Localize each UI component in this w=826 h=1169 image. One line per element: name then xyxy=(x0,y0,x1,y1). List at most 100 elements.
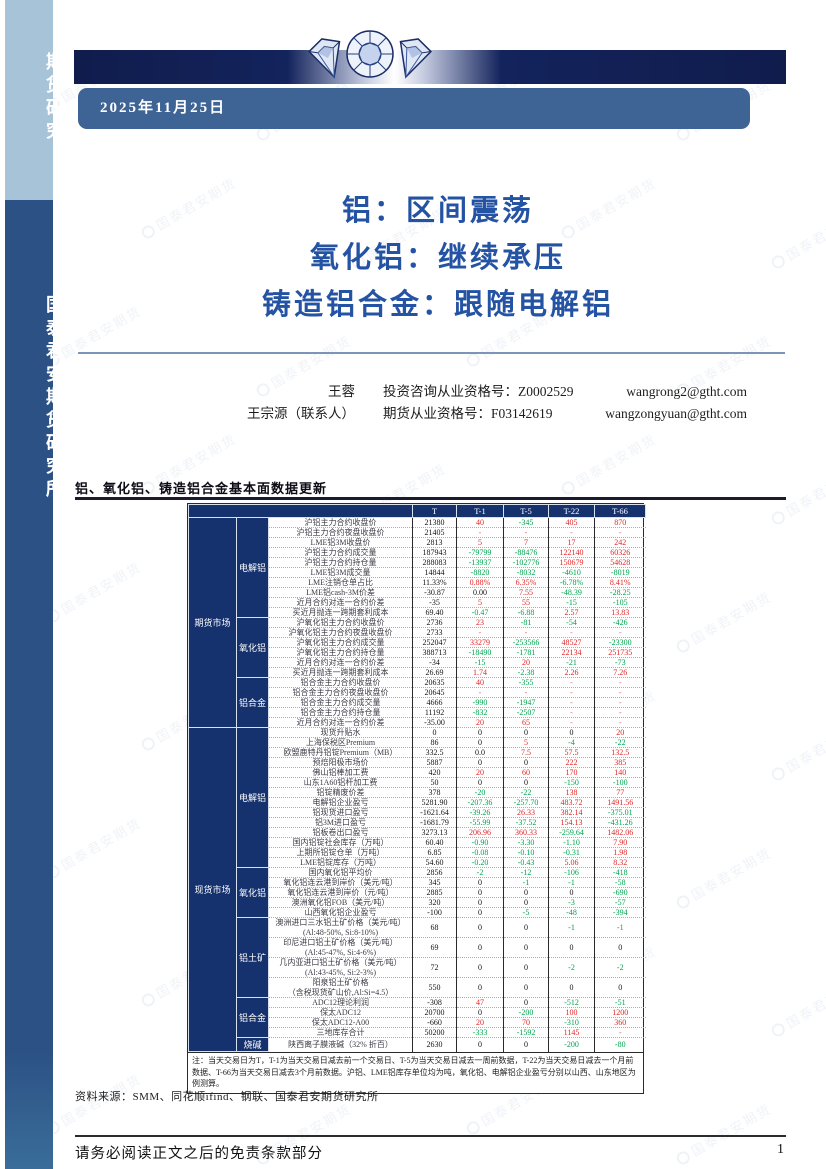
value-cell: 0 xyxy=(503,917,550,938)
table-note: 注：当天交易日为T，T-1为当天交易日减去前一个交易日、T-5为当天交易日减去一… xyxy=(188,1052,643,1093)
value-cell: -0.47 xyxy=(456,607,505,618)
report-titles: 铝：区间震荡 氧化铝：继续承压 铸造铝合金：跟随电解铝 xyxy=(55,188,821,329)
value-cell: -0.10 xyxy=(503,847,550,858)
indicator-label: 沪氧化铝主力合约夜盘收盘价 xyxy=(268,627,414,638)
value-cell: 20 xyxy=(594,727,646,738)
value-cell: -2 xyxy=(548,957,596,978)
value-cell: -0.90 xyxy=(456,837,505,848)
watermark-logo-icon xyxy=(674,636,693,655)
title-divider xyxy=(78,352,785,354)
category-label: 氧化铝 xyxy=(236,867,269,918)
value-cell: -51 xyxy=(594,997,646,1008)
value-cell: -1592 xyxy=(503,1027,550,1038)
watermark-logo-icon xyxy=(769,1020,788,1039)
value-cell: 242 xyxy=(594,537,646,548)
value-cell: 54.60 xyxy=(412,857,458,868)
value-cell: -1621.64 xyxy=(412,807,458,818)
value-cell: 20635 xyxy=(412,677,458,688)
value-cell: 0 xyxy=(456,887,505,898)
table-row: LME铝3M收盘价 2813 5 7 17 242 xyxy=(189,537,646,548)
column-header: T-66 xyxy=(594,504,647,518)
value-cell: -12 xyxy=(503,867,550,878)
indicator-label: 买近月抛连一跨期套利成本 xyxy=(268,667,414,678)
value-cell: -48 xyxy=(548,907,596,918)
value-cell: 0 xyxy=(503,777,550,788)
watermark-text: 国泰君安期货 xyxy=(42,813,144,883)
indicator-label: 印尼进口铝土矿价格（美元/吨） (Al:45-47%, Si:4-6%) xyxy=(268,937,414,958)
value-cell: 0 xyxy=(456,727,505,738)
table-row: 保太ADC12-A00 -660 20 70 -310 360 xyxy=(189,1017,646,1028)
watermark-text: 国泰君安期货 xyxy=(42,557,144,627)
value-cell: 40 xyxy=(456,677,505,688)
value-cell: 7.26 xyxy=(594,667,646,678)
watermark-text: 国泰君安期货 xyxy=(672,587,774,657)
value-cell: 69 xyxy=(412,937,458,958)
table-row: 氧化铝 沪氧化铝主力合约收盘价 2736 23 -81 -54 -426 xyxy=(189,617,646,678)
indicator-label: 铝现货进口盈亏 xyxy=(268,807,414,818)
value-cell: -1781 xyxy=(503,647,550,658)
value-cell: 0 xyxy=(456,1007,505,1018)
author-email: wangzongyuan@gtht.com xyxy=(605,406,747,421)
value-cell: -6.88 xyxy=(503,607,550,618)
value-cell: 7 xyxy=(503,537,550,548)
value-cell: -355 xyxy=(503,677,550,688)
value-cell: -39.26 xyxy=(456,807,505,818)
value-cell: 0 xyxy=(503,937,550,958)
indicator-label: 沪铝主力合约夜盘收盘价 xyxy=(268,527,414,538)
diamond-gems-icon xyxy=(308,30,432,79)
sidebar-label-research: 期货研究 xyxy=(44,52,64,144)
value-cell: 47 xyxy=(456,997,505,1008)
value-cell: -1.10 xyxy=(548,837,596,848)
value-cell: -431.26 xyxy=(594,817,646,828)
value-cell: -13937 xyxy=(456,557,505,568)
value-cell: 8.41% xyxy=(594,577,646,588)
table-row: 铝土矿 澳洲进口三水铝土矿价格（美元/吨） (Al:48-50%, Si:8-10%… xyxy=(189,917,646,998)
report-date: 2025年11月25日 xyxy=(100,100,227,116)
value-cell: 138 xyxy=(548,787,596,798)
value-cell: 345 xyxy=(412,877,458,888)
value-cell: -48.39 xyxy=(548,587,596,598)
watermark-text: 国泰君安期货 xyxy=(557,429,659,499)
table-row: 近月合约对连一合约价差 -35 5 55 -15 -105 xyxy=(189,597,646,608)
table-row: 上期所铝锭仓单（万吨） 6.85 -0.08 -0.10 -0.31 1.98 xyxy=(189,847,646,858)
value-cell: -28.25 xyxy=(594,587,646,598)
value-cell: 54628 xyxy=(594,557,646,568)
value-cell: 132.5 xyxy=(594,747,646,758)
value-cell: -8019 xyxy=(594,567,646,578)
watermark-logo-icon xyxy=(674,1148,693,1167)
value-cell: 870 xyxy=(594,517,646,528)
indicator-label: 沪铝主力合约收盘价 xyxy=(268,517,414,528)
caption-rule xyxy=(75,497,786,500)
table-row: 铝板卷出口盈亏 3273.13 206.96 360.33 -259.64 1482.06 xyxy=(189,827,646,838)
value-cell: 77 xyxy=(594,787,646,798)
indicator-label: 澳洲氧化铝FOB（美元/吨） xyxy=(268,897,414,908)
value-cell: 22134 xyxy=(548,647,596,658)
indicator-label: 近月合约对连一合约价差 xyxy=(268,657,414,668)
value-cell: 0 xyxy=(503,727,550,738)
value-cell: -81 xyxy=(503,617,550,628)
value-cell: 0 xyxy=(594,937,646,958)
value-cell: - xyxy=(548,717,596,728)
indicator-label: 氧化铝连云港到岸价（美元/吨） xyxy=(268,877,414,888)
watermark-text: 国泰君安期货 xyxy=(672,1099,774,1169)
value-cell: 550 xyxy=(412,977,458,998)
value-cell: -18490 xyxy=(456,647,505,658)
indicator-label: 国内氧化铝平均价 xyxy=(268,867,414,878)
value-cell: - xyxy=(594,627,646,638)
indicator-label: 电解铝企业盈亏 xyxy=(268,797,414,808)
data-source-line: 资料来源：SMM、同花顺ifind、钢联、国泰君安期货研究所 xyxy=(75,1091,379,1103)
value-cell: 0 xyxy=(503,957,550,978)
value-cell: 20 xyxy=(456,1017,505,1028)
indicator-label: 铝合金主力合约持仓量 xyxy=(268,707,414,718)
value-cell: 33279 xyxy=(456,637,505,648)
table-row: 山东1A60铝杆加工费 50 0 0 -150 -100 xyxy=(189,777,646,788)
indicator-label: 阳泉铝土矿价格 （含税现货矿山价,Al:Si=4.5） xyxy=(268,977,414,998)
indicator-label: 沪氧化铝主力合约收盘价 xyxy=(268,617,414,628)
value-cell: 1200 xyxy=(594,1007,646,1018)
value-cell: -100 xyxy=(412,907,458,918)
value-cell: - xyxy=(594,697,646,708)
table-row: 沪铝主力合约持仓量 288083 -13937 -102776 150679 54628 xyxy=(189,557,646,568)
value-cell: -394 xyxy=(594,907,646,918)
value-cell: 40 xyxy=(456,517,505,528)
table-row: LME铝锭库存（万吨） 54.60 -0.20 -0.43 5.06 8.32 xyxy=(189,857,646,868)
